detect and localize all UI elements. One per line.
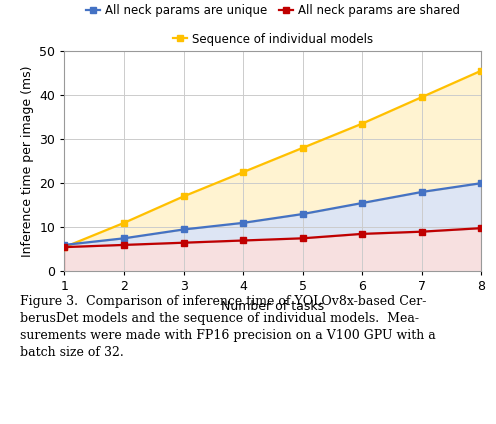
Y-axis label: Inference time per image (ms): Inference time per image (ms) [21,65,34,257]
Text: Figure 3.  Comparison of inference time of YOLOv8x-based Cer-
berusDet models an: Figure 3. Comparison of inference time o… [20,295,435,359]
X-axis label: Number of tasks: Number of tasks [221,300,324,313]
Legend: Sequence of individual models: Sequence of individual models [173,33,373,45]
